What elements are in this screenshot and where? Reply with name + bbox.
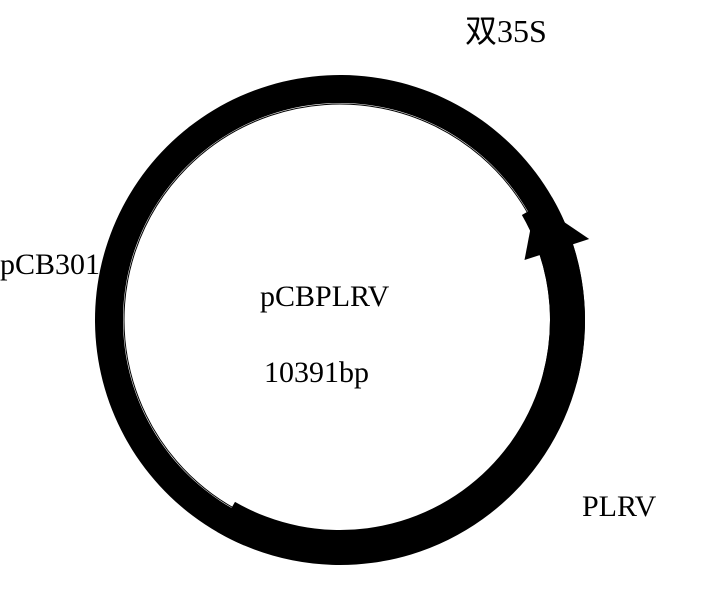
plasmid-size: 10391bp <box>264 356 369 390</box>
plasmid-name: pCBPLRV <box>260 280 389 314</box>
start-marker: 1 <box>376 74 389 104</box>
promoter-label: 双35S <box>465 6 547 52</box>
backbone-label: pCB301 <box>0 248 100 282</box>
plasmid-diagram: 双35S pCB301 PLRV pCBPLRV 10391bp 1 <box>0 0 721 606</box>
insert-label: PLRV <box>582 490 656 524</box>
